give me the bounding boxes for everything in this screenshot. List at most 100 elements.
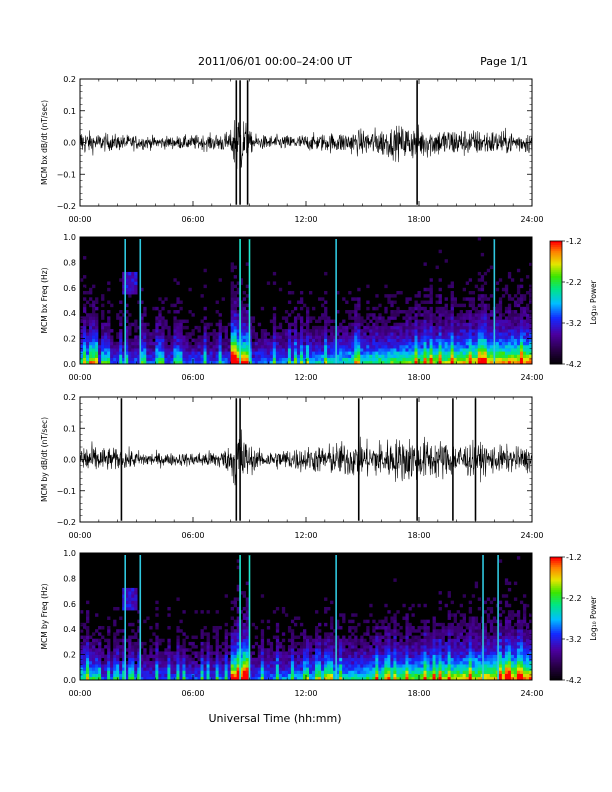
spectrogram-cell [128, 332, 132, 336]
spectrogram-cell [299, 329, 304, 333]
spectrogram-cell [140, 667, 144, 671]
spectrogram-cell [257, 670, 262, 674]
spectrogram-cell [173, 316, 177, 320]
spectrogram-cell [507, 329, 512, 333]
spectrogram-cell [429, 657, 433, 662]
spectrogram-cell [402, 338, 406, 343]
spectrogram-cell [435, 319, 439, 324]
spectrogram-cell [293, 348, 298, 352]
spectrogram-cell [351, 651, 355, 655]
spectrogram-cell [86, 619, 90, 624]
spectrogram-cell [411, 306, 415, 311]
spectrogram-cell [504, 344, 509, 349]
spectrogram-cell [381, 622, 385, 627]
spectrogram-cell [125, 591, 129, 595]
spectrogram-cell [513, 341, 518, 346]
spectrogram-cell [390, 329, 394, 333]
spectrogram-cell [396, 290, 400, 295]
spectrogram-cell [360, 670, 364, 674]
spectrogram-cell [519, 348, 524, 352]
spectrogram-cell [345, 670, 349, 674]
spectrogram-cell [80, 654, 84, 659]
spectrogram-cell [122, 600, 126, 605]
spectrogram-cell [293, 641, 298, 646]
spectrogram-cell [272, 357, 277, 362]
spectrogram-cell [83, 341, 87, 346]
spectrogram-cell [236, 559, 240, 563]
spectrogram-cell [339, 670, 343, 674]
spectrogram-cell [522, 319, 527, 324]
colorbar-tick-label: -3.2 [566, 319, 582, 328]
spectrogram-cell [360, 354, 364, 358]
spectrogram-cell [83, 664, 87, 668]
spectrogram-cell [284, 654, 289, 659]
spectrogram-cell [254, 667, 259, 671]
spectrogram-cell [354, 332, 358, 336]
spectrogram-cell [453, 332, 457, 336]
spectrogram-cell [146, 657, 150, 662]
spectrogram-cell [149, 626, 153, 630]
spectrogram-cell [471, 657, 476, 662]
spectrogram-cell [510, 357, 515, 362]
spectrogram-cell [107, 335, 111, 339]
spectrogram-cell [468, 657, 473, 662]
spectrogram-cell [519, 278, 524, 282]
spectrogram-cell [525, 335, 530, 339]
spectrogram-cell [351, 641, 355, 646]
spectrogram-cell [155, 316, 159, 320]
spectrogram-cell [405, 360, 409, 365]
spectrogram-cell [423, 344, 427, 349]
spectrogram-cell [426, 344, 430, 349]
spectrogram-cell [200, 335, 204, 339]
spectrogram-cell [420, 676, 424, 681]
spectrogram-cell [107, 676, 111, 681]
spectrogram-cell [272, 673, 277, 678]
spectrogram-cell [89, 645, 93, 649]
spectrogram-cell [176, 297, 180, 301]
spectrogram-cell [384, 619, 388, 624]
spectrogram-cell [245, 657, 250, 662]
spectrogram-cell [336, 619, 340, 624]
spectrogram-cell [438, 591, 442, 595]
spectrogram-cell [318, 676, 322, 681]
spectrogram-cell [483, 319, 488, 324]
spectrogram-cell [486, 351, 491, 355]
spectrogram-cell [372, 332, 376, 336]
spectrogram-cell [417, 332, 421, 336]
spectrogram-cell [242, 357, 247, 362]
spectrogram-cell [110, 667, 114, 671]
spectrogram-cell [92, 660, 96, 665]
spectrogram-cell [411, 332, 415, 336]
spectrogram-cell [182, 670, 186, 674]
spectrogram-cell [471, 645, 476, 649]
spectrogram-cell [363, 651, 367, 655]
spectrogram-cell [182, 648, 186, 652]
spectrogram-cell [480, 278, 485, 282]
spectrogram-cell [242, 664, 247, 668]
spectrogram-cell [236, 664, 240, 668]
spectrogram-cell [125, 325, 129, 330]
spectrogram-cell [119, 344, 123, 349]
spectrogram-cell [447, 335, 451, 339]
spectrogram-cell [86, 338, 90, 343]
spectrogram-cell [95, 354, 99, 358]
spectrogram-cell [95, 316, 99, 320]
spectrogram-cell [281, 338, 286, 343]
spectrogram-cell [140, 676, 144, 681]
spectrogram-cell [513, 348, 518, 352]
spectrogram-cell [384, 338, 388, 343]
spectrogram-cell [92, 354, 96, 358]
spectrogram-cell [194, 341, 198, 346]
spectrogram-cell [366, 300, 370, 304]
spectrogram-cell [239, 657, 244, 662]
spectrogram-cell [128, 645, 132, 649]
spectrogram-cell [522, 335, 527, 339]
spectrogram-cell [474, 348, 479, 352]
spectrogram-cell [477, 332, 482, 336]
spectrogram-cell [170, 338, 174, 343]
spectrogram-cell [245, 351, 250, 355]
spectrogram-cell [197, 354, 201, 358]
spectrogram-cell [101, 294, 105, 298]
spectrogram-cell [227, 360, 231, 365]
